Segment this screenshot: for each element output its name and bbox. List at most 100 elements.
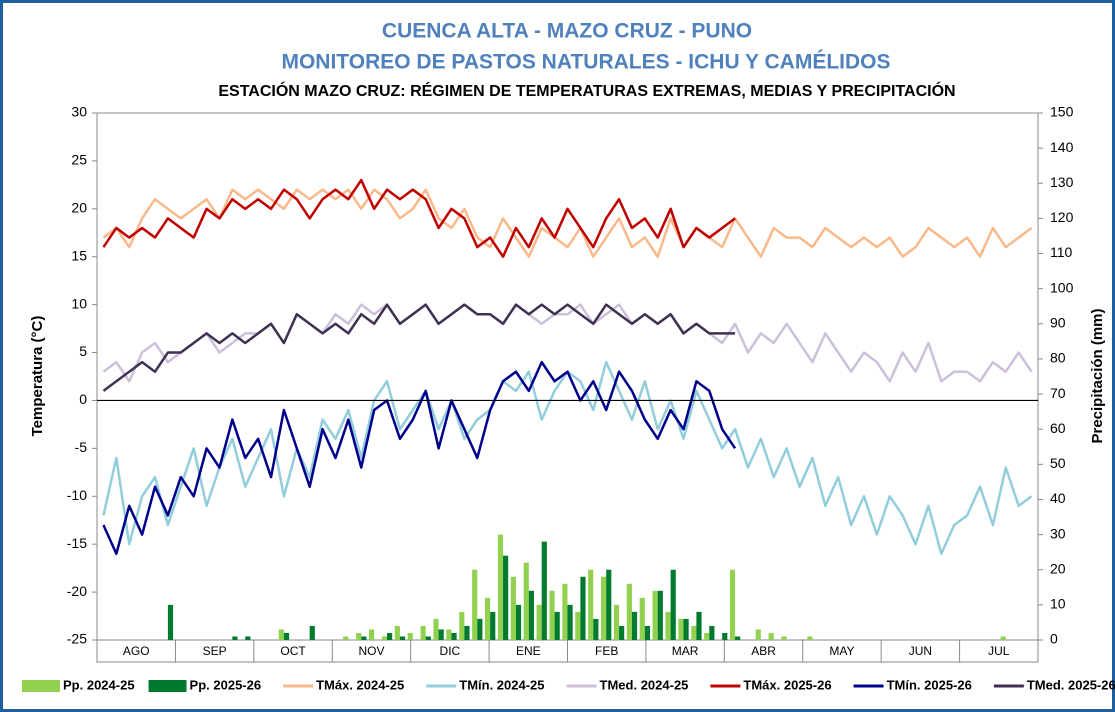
- y2-tick-label: 10: [1050, 596, 1066, 612]
- legend-label: TMáx. 2025-26: [743, 677, 831, 692]
- precip-bar: [497, 534, 504, 640]
- precip-bar: [619, 625, 625, 640]
- precip-bar: [477, 618, 483, 640]
- precip-bar: [588, 569, 594, 640]
- y2-tick-label: 120: [1050, 209, 1074, 225]
- precip-bar: [446, 629, 452, 640]
- legend-swatch: [148, 680, 187, 692]
- y-tick-label: -10: [67, 487, 87, 503]
- legend-label: TMín. 2024-25: [459, 677, 544, 692]
- precip-bar: [425, 636, 431, 640]
- precip-bar: [601, 576, 607, 640]
- y2-tick-label: 50: [1050, 455, 1066, 471]
- temperature-line: [102, 188, 1033, 258]
- precip-bar: [593, 618, 599, 640]
- precip-bar: [381, 636, 388, 640]
- x-tick-label: FEB: [595, 644, 618, 658]
- precip-bar: [683, 618, 689, 640]
- legend-label: Pp. 2025-26: [190, 677, 262, 692]
- precip-bar: [657, 590, 663, 640]
- chart-subtitle: MONITOREO DE PASTOS NATURALES - ICHU Y C…: [281, 51, 890, 74]
- precip-bar: [472, 569, 478, 640]
- precip-bar: [420, 625, 426, 640]
- precip-bar: [644, 625, 650, 640]
- y2-tick-label: 70: [1050, 385, 1066, 401]
- precip-bar: [722, 632, 728, 640]
- precip-bar: [356, 632, 362, 640]
- precip-bar: [283, 632, 290, 640]
- precip-bar: [755, 629, 761, 640]
- precip-bar: [485, 597, 491, 640]
- precip-bar: [399, 636, 406, 640]
- legend-label: Pp. 2024-25: [63, 677, 135, 692]
- y2-tick-label: 20: [1050, 560, 1066, 576]
- temperature-line: [102, 303, 736, 392]
- legend-label: TMáx. 2024-25: [316, 677, 404, 692]
- precip-bar: [368, 629, 375, 640]
- y2-axis-label: Precipitación (mm): [1089, 308, 1106, 443]
- x-tick-label: JUL: [988, 644, 1010, 658]
- precip-bar: [387, 632, 393, 640]
- y2-tick-label: 40: [1050, 490, 1066, 506]
- y-tick-label: -25: [67, 631, 87, 647]
- precip-bar: [729, 569, 736, 640]
- x-tick-label: OCT: [280, 644, 306, 658]
- x-tick-label: SEP: [203, 644, 227, 658]
- temperature-line: [102, 360, 737, 556]
- x-tick-label: DIC: [440, 644, 461, 658]
- precip-bar: [670, 569, 676, 640]
- precip-bar: [278, 629, 284, 640]
- precip-bar: [709, 625, 715, 640]
- y-tick-label: 20: [71, 200, 87, 216]
- plot-area: [96, 112, 1039, 641]
- temperature-line: [102, 178, 736, 258]
- y2-tick-label: 90: [1050, 315, 1066, 331]
- y2-tick-label: 140: [1050, 139, 1074, 155]
- precip-bar: [735, 636, 741, 640]
- precip-bar: [678, 618, 684, 640]
- precip-bar: [807, 636, 813, 640]
- legend-label: TMín. 2025-26: [887, 677, 972, 692]
- precip-bar: [464, 625, 470, 640]
- y-tick-label: 30: [71, 104, 87, 120]
- y-tick-label: 15: [71, 247, 87, 263]
- x-tick-label: MAY: [829, 644, 854, 658]
- precip-bar: [652, 590, 658, 640]
- y-tick-label: -15: [67, 535, 87, 551]
- y-tick-label: 25: [71, 152, 87, 168]
- precip-bar: [433, 618, 439, 640]
- y-tick-label: 5: [79, 343, 87, 359]
- y-tick-label: 0: [79, 391, 87, 407]
- precip-bar: [407, 632, 413, 640]
- precip-bar: [541, 541, 547, 640]
- precip-bar: [554, 611, 560, 640]
- precip-bar: [562, 583, 568, 640]
- precip-bar: [309, 625, 315, 640]
- chart-title: CUENCA ALTA - MAZO CRUZ - PUNO: [382, 20, 752, 43]
- precip-bar: [510, 576, 516, 640]
- precip-bar: [567, 604, 573, 640]
- precip-bar: [580, 576, 586, 640]
- plot-title: ESTACIÓN MAZO CRUZ: RÉGIMEN DE TEMPERATU…: [218, 81, 955, 100]
- precip-bar: [781, 636, 787, 640]
- precip-bar: [704, 632, 710, 640]
- precip-bar: [528, 590, 534, 640]
- precip-bar: [606, 569, 612, 640]
- y-tick-label: -5: [75, 439, 88, 455]
- x-tick-label: ABR: [751, 644, 776, 658]
- precip-bar: [613, 604, 620, 640]
- precip-bar: [451, 632, 457, 640]
- precip-bar: [626, 583, 632, 640]
- precip-bar: [575, 611, 581, 640]
- precip-bar: [438, 629, 444, 640]
- precip-bar: [523, 562, 529, 640]
- y2-tick-label: 110: [1050, 244, 1073, 260]
- x-tick-label: NOV: [358, 644, 384, 658]
- legend-swatch: [22, 680, 60, 692]
- precip-bar: [245, 636, 251, 640]
- y2-tick-label: 100: [1050, 279, 1074, 295]
- precip-bar: [631, 611, 638, 640]
- precip-bar: [696, 611, 702, 640]
- precip-bar: [232, 636, 238, 640]
- y-tick-label: -20: [67, 583, 87, 599]
